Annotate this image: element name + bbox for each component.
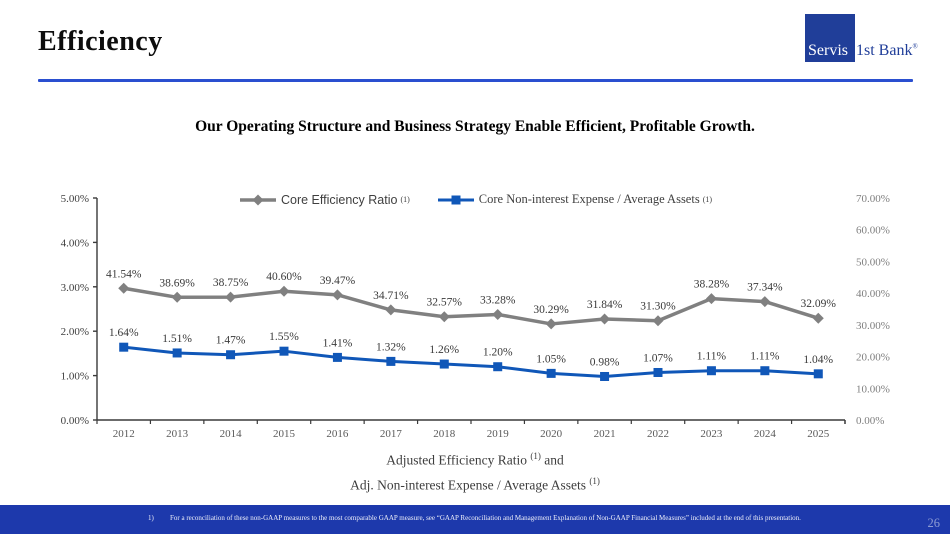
footer-bar: 1) For a reconciliation of these non-GAAP…	[0, 505, 950, 534]
diamond-marker-icon	[239, 194, 276, 205]
svg-text:1.00%: 1.00%	[61, 371, 89, 383]
data-label: 1.07%	[643, 352, 673, 364]
data-label: 33.28%	[480, 294, 516, 306]
axis-title-line1: Adjusted Efficiency Ratio (1) and	[386, 451, 564, 468]
logo-text-servis: Servis	[808, 42, 848, 59]
svg-text:2017: 2017	[380, 428, 403, 440]
svg-text:2019: 2019	[487, 428, 510, 440]
chart-legend: Core Efficiency Ratio (1) Core Non-interes…	[0, 192, 950, 207]
svg-text:10.00%: 10.00%	[856, 383, 890, 395]
data-label: 1.05%	[536, 353, 566, 365]
legend-footnote-ref: (1)	[702, 195, 713, 204]
svg-text:4.00%: 4.00%	[61, 237, 89, 249]
data-label: 38.28%	[694, 279, 730, 291]
svg-text:5.00%: 5.00%	[61, 193, 89, 205]
svg-text:40.00%: 40.00%	[856, 288, 890, 300]
data-label: 1.41%	[323, 337, 353, 349]
svg-text:2020: 2020	[540, 428, 563, 440]
legend-footnote-ref: (1)	[400, 195, 410, 204]
svg-text:60.00%: 60.00%	[856, 225, 890, 237]
svg-text:0.00%: 0.00%	[61, 415, 89, 427]
logo-text-1st-bank: 1st Bank	[856, 42, 913, 59]
axis-title-line2: Adj. Non-interest Expense / Average Asse…	[350, 475, 600, 493]
svg-text:2012: 2012	[113, 428, 135, 440]
svg-text:2021: 2021	[594, 428, 616, 440]
data-label: 37.34%	[747, 282, 783, 294]
svg-text:2016: 2016	[326, 428, 349, 440]
data-label: 1.47%	[216, 335, 246, 347]
chart-axis-title: Adjusted Efficiency Ratio (1) and Adj. N…	[0, 446, 950, 495]
legend-label: Core Efficiency Ratio	[280, 192, 398, 207]
svg-text:2022: 2022	[647, 428, 669, 440]
svg-text:30.00%: 30.00%	[856, 320, 890, 332]
square-marker-icon	[437, 195, 474, 204]
data-label: 1.64%	[109, 327, 139, 339]
data-label: 0.98%	[590, 356, 620, 368]
y-axis-right: 0.00% 10.00% 20.00% 30.00% 40.00% 50.00% 60.00…	[844, 193, 890, 427]
svg-text:20.00%: 20.00%	[856, 352, 890, 364]
svg-text:2025: 2025	[807, 428, 830, 440]
page-title: Efficiency	[38, 26, 163, 57]
svg-text:3.00%: 3.00%	[61, 282, 89, 294]
footnote-index: 1)	[148, 514, 154, 522]
data-label: 31.30%	[640, 301, 676, 313]
registered-mark: ®	[912, 42, 918, 51]
svg-text:50.00%: 50.00%	[856, 256, 890, 268]
data-label: 41.54%	[106, 268, 142, 280]
data-label: 30.29%	[533, 304, 569, 316]
data-label: 32.57%	[427, 297, 463, 309]
data-label: 39.47%	[320, 275, 356, 287]
slide-subtitle: Our Operating Structure and Business Str…	[195, 118, 755, 135]
legend-label: Core Non-interest Expense / Average Asse…	[478, 192, 700, 206]
svg-text:2014: 2014	[220, 428, 243, 440]
data-label: 1.26%	[429, 344, 459, 356]
data-label: 40.60%	[266, 271, 302, 283]
y-axis-left: 0.00% 1.00% 2.00% 3.00% 4.00% 5.00%	[61, 193, 97, 427]
series-core-non-interest-expense-average-assets: 1.64% 1.51% 1.47% 1.55% 1.41% 1.32% 1.26% 1.20%…	[109, 327, 834, 381]
data-label: 38.69%	[159, 277, 195, 289]
x-axis: 2012 2013 2014 2015 2016 2017 2018 2019 2020 2021…	[96, 420, 846, 440]
chart-axes	[96, 198, 845, 421]
data-label: 1.11%	[697, 351, 727, 363]
legend-item-core-efficiency-ratio: Core Efficiency Ratio (1)	[238, 193, 410, 207]
svg-text:70.00%: 70.00%	[856, 193, 890, 205]
svg-text:0.00%: 0.00%	[856, 415, 884, 427]
data-label: 31.84%	[587, 299, 623, 311]
header-divider-rule	[38, 79, 913, 82]
data-label: 1.20%	[483, 347, 513, 359]
data-label: 1.55%	[269, 331, 299, 343]
data-label: 34.71%	[373, 290, 409, 302]
data-label: 1.32%	[376, 341, 406, 353]
logo-text-bank: 1st Bank®	[856, 42, 918, 62]
data-label: 1.51%	[162, 333, 192, 345]
svg-text:2015: 2015	[273, 428, 296, 440]
footnote-text: For a reconciliation of these non-GAAP m…	[170, 514, 801, 522]
series-core-efficiency-ratio: 41.54% 38.69% 38.75% 40.60% 39.47% 34.71% 32.5…	[106, 268, 837, 330]
data-label: 38.75%	[213, 277, 249, 289]
logo-square: Servis	[805, 14, 855, 62]
page-number: 26	[927, 516, 941, 530]
servisfirst-bank-logo: Servis 1st Bank®	[805, 14, 918, 62]
legend-item-core-non-interest-expense: Core Non-interest Expense / Average Asse…	[436, 192, 712, 207]
svg-text:2018: 2018	[433, 428, 456, 440]
svg-text:2.00%: 2.00%	[61, 326, 89, 338]
svg-text:2024: 2024	[754, 428, 777, 440]
efficiency-line-chart: 0.00% 1.00% 2.00% 3.00% 4.00% 5.00% 0.00% 10.00…	[61, 193, 890, 440]
footnote: 1) For a reconciliation of these non-GAAP…	[148, 514, 801, 522]
data-label: 1.11%	[750, 351, 780, 363]
svg-text:2013: 2013	[166, 428, 189, 440]
data-label: 32.09%	[801, 298, 837, 310]
data-label: 1.04%	[803, 354, 833, 366]
svg-text:2023: 2023	[700, 428, 723, 440]
